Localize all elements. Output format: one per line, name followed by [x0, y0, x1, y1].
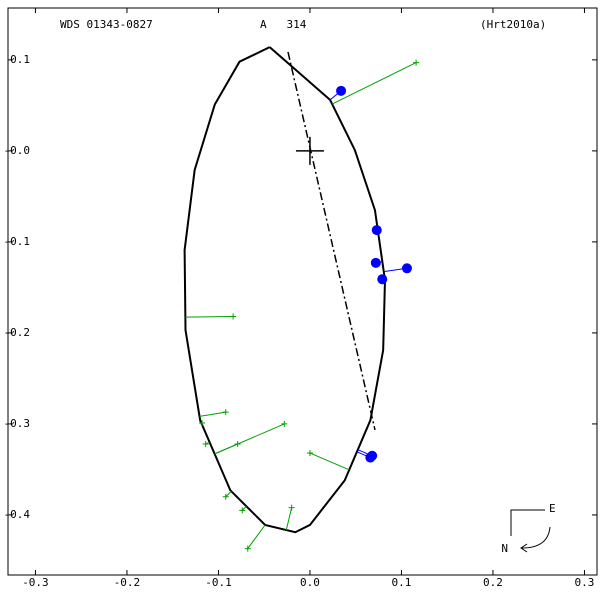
observation — [401, 263, 412, 274]
x-tick-label: 0.1 — [392, 576, 412, 589]
y-tick-label: -0.3 — [4, 417, 31, 430]
residual — [199, 411, 226, 417]
y-tick-label: -0.2 — [4, 326, 31, 339]
residual — [309, 452, 350, 471]
observation — [413, 59, 420, 66]
observation — [370, 257, 381, 268]
observation — [367, 450, 378, 461]
observation — [239, 507, 246, 514]
observation — [244, 545, 251, 552]
star-id: WDS 01343-0827 — [60, 18, 153, 31]
observation — [222, 493, 229, 500]
observation — [336, 85, 347, 96]
residual — [331, 62, 417, 105]
observation — [281, 420, 288, 427]
compass-arrowhead — [520, 543, 528, 553]
observation — [377, 274, 388, 285]
compass — [510, 509, 551, 553]
x-tick-label: -0.1 — [205, 576, 232, 589]
y-tick-label: -0.1 — [4, 235, 31, 248]
compass-north: N — [501, 542, 508, 555]
observation — [202, 440, 209, 447]
orbit — [183, 46, 386, 534]
compass-arrow — [521, 526, 551, 549]
x-tick-label: -0.2 — [114, 576, 141, 589]
residual — [247, 524, 266, 549]
residual — [241, 505, 247, 511]
observation — [222, 409, 229, 416]
x-tick-label: 0.0 — [300, 576, 320, 589]
residual — [225, 490, 232, 498]
residual — [185, 316, 234, 318]
observation — [371, 225, 382, 236]
compass-east: E — [549, 502, 556, 515]
reference: (Hrt2010a) — [480, 18, 546, 31]
observation — [198, 420, 205, 427]
component: A 314 — [260, 18, 307, 31]
primary-star — [295, 136, 324, 165]
observation — [288, 504, 295, 511]
observation — [306, 450, 313, 457]
residual — [285, 507, 293, 531]
x-tick-label: 0.2 — [483, 576, 503, 589]
x-tick-label: 0.3 — [575, 576, 595, 589]
y-tick-label: -0.0 — [4, 144, 31, 157]
y-tick-label: -0.4 — [4, 508, 31, 521]
y-tick-label: 0.1 — [10, 53, 30, 66]
line-of-nodes — [287, 51, 376, 431]
residual — [214, 423, 285, 455]
frame — [7, 7, 598, 576]
observation — [230, 313, 237, 320]
compass-axes — [510, 509, 545, 536]
x-tick-label: -0.3 — [22, 576, 49, 589]
